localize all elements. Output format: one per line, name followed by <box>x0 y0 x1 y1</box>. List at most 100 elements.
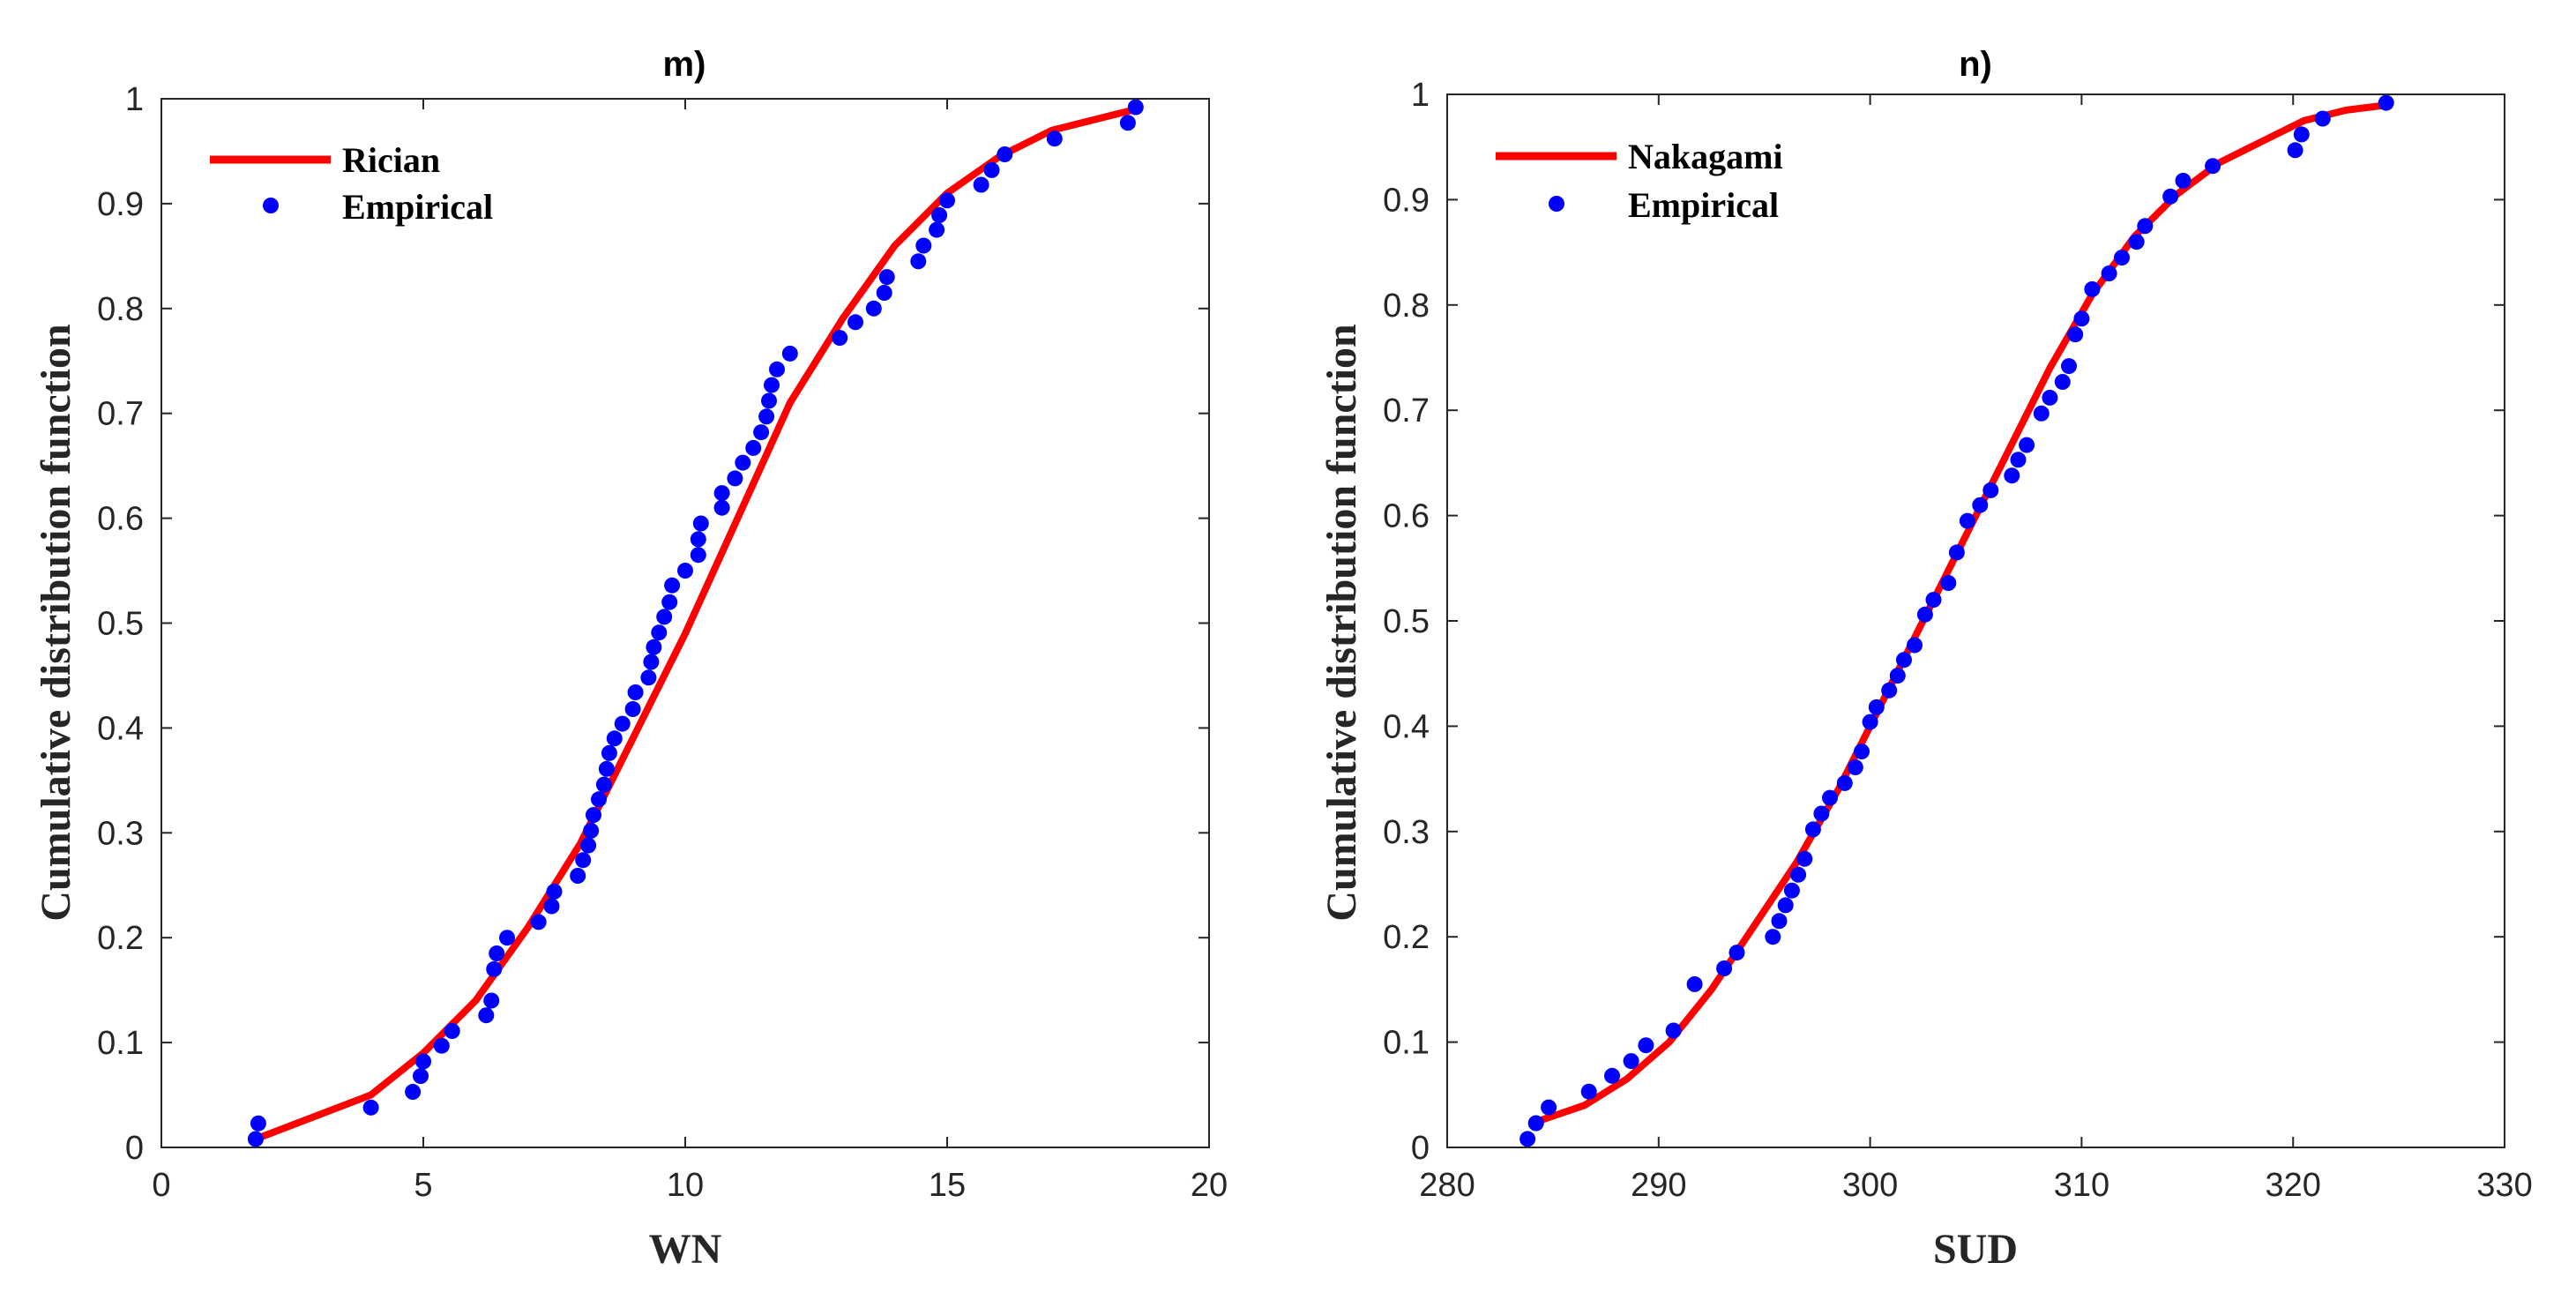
y-tick-label: 0.8 <box>97 291 144 328</box>
plot-area-frame <box>161 98 1210 1148</box>
data-point <box>2162 188 2179 205</box>
data-point <box>931 207 948 223</box>
data-point <box>1777 897 1794 914</box>
empirical-points <box>1519 94 2394 1147</box>
data-point <box>939 192 955 209</box>
y-tick-label: 0.5 <box>1383 603 1430 640</box>
data-point <box>546 883 563 900</box>
data-point <box>627 684 644 700</box>
data-point <box>489 945 505 961</box>
data-point <box>651 624 668 641</box>
data-point <box>656 609 673 625</box>
data-point <box>997 146 1013 162</box>
data-point <box>661 594 678 610</box>
data-point <box>761 392 777 409</box>
data-point <box>2010 452 2027 468</box>
data-point <box>624 701 641 717</box>
data-point <box>865 300 882 317</box>
data-point <box>1862 714 1878 730</box>
data-point <box>433 1037 450 1054</box>
data-point <box>2067 326 2084 343</box>
data-point <box>1771 913 1788 930</box>
y-tick-label: 0.3 <box>97 815 144 852</box>
data-point <box>250 1115 266 1132</box>
x-axis-label: WN <box>649 1226 722 1273</box>
x-tick-label: 20 <box>1191 1167 1228 1204</box>
legend-label-empirical: Empirical <box>1628 185 1779 225</box>
data-point <box>1519 1131 1536 1147</box>
data-point <box>415 1053 431 1070</box>
x-tick-label: 0 <box>152 1167 170 1204</box>
data-point <box>1796 850 1813 867</box>
data-point <box>1541 1099 1557 1116</box>
x-tick-label: 320 <box>2265 1167 2320 1204</box>
y-tick-label: 0.2 <box>97 920 144 957</box>
data-point <box>586 807 601 824</box>
y-tick-label: 0.7 <box>97 396 144 433</box>
data-point <box>478 1007 495 1024</box>
data-point <box>847 314 863 331</box>
data-point <box>1948 544 1965 561</box>
data-point <box>1881 682 1898 699</box>
data-point <box>692 515 709 532</box>
data-point <box>2287 142 2303 159</box>
data-point <box>601 744 617 761</box>
data-point <box>1907 637 1923 654</box>
nakagami-curve <box>1534 101 2393 1125</box>
legend: Rician Empirical <box>210 140 493 227</box>
data-point <box>727 470 743 487</box>
data-point <box>758 408 775 425</box>
legend-label-nakagami: Nakagami <box>1628 137 1783 176</box>
y-tick-label: 0.1 <box>97 1025 144 1062</box>
data-point <box>1982 482 1999 498</box>
data-point <box>543 898 560 915</box>
data-point <box>598 760 615 777</box>
data-point <box>530 914 547 930</box>
axes-ticks: 280 290 300 310 320 330 0 0.1 0.2 0.3 0.4 0.5 0.6 0.7… <box>1383 77 2533 1204</box>
data-point <box>664 577 681 594</box>
x-tick-label: 280 <box>1419 1167 1475 1204</box>
data-point <box>591 791 607 808</box>
y-tick-label: 0.6 <box>97 501 144 538</box>
data-point <box>2042 389 2058 406</box>
y-axis-label: Cumulative distribution function <box>1318 324 1365 921</box>
data-point <box>1925 592 1942 609</box>
data-point <box>640 669 657 686</box>
data-point <box>575 852 592 869</box>
data-point <box>2314 110 2331 127</box>
data-point <box>1822 789 1838 806</box>
chart-title: m) <box>663 45 706 84</box>
data-point <box>405 1084 422 1100</box>
data-point <box>413 1068 429 1085</box>
data-point <box>1527 1115 1544 1132</box>
x-tick-label: 10 <box>667 1167 704 1204</box>
data-point <box>1854 743 1870 760</box>
data-point <box>1046 131 1063 147</box>
data-point <box>1127 99 1144 116</box>
data-point <box>2033 405 2050 422</box>
x-tick-label: 5 <box>414 1167 432 1204</box>
data-point <box>910 253 927 270</box>
x-axis-label: SUD <box>1933 1226 2018 1273</box>
data-point <box>2175 172 2191 189</box>
chart-title: n) <box>1959 45 1992 84</box>
data-point <box>713 499 730 516</box>
data-point <box>1665 1022 1682 1039</box>
data-point <box>1623 1053 1639 1070</box>
data-point <box>1686 975 1703 992</box>
data-point <box>690 531 706 548</box>
data-point <box>1896 652 1912 669</box>
data-point <box>2293 126 2310 143</box>
data-point <box>1119 115 1136 131</box>
data-point <box>832 330 848 347</box>
data-point <box>2054 374 2071 390</box>
data-point <box>753 424 770 441</box>
data-point <box>677 563 693 579</box>
empirical-points <box>247 99 1144 1147</box>
y-tick-label: 0.6 <box>1383 498 1430 535</box>
y-tick-label: 0.4 <box>1383 708 1430 745</box>
y-tick-label: 0 <box>1411 1130 1430 1167</box>
data-point <box>1638 1037 1654 1054</box>
data-point <box>486 960 503 977</box>
